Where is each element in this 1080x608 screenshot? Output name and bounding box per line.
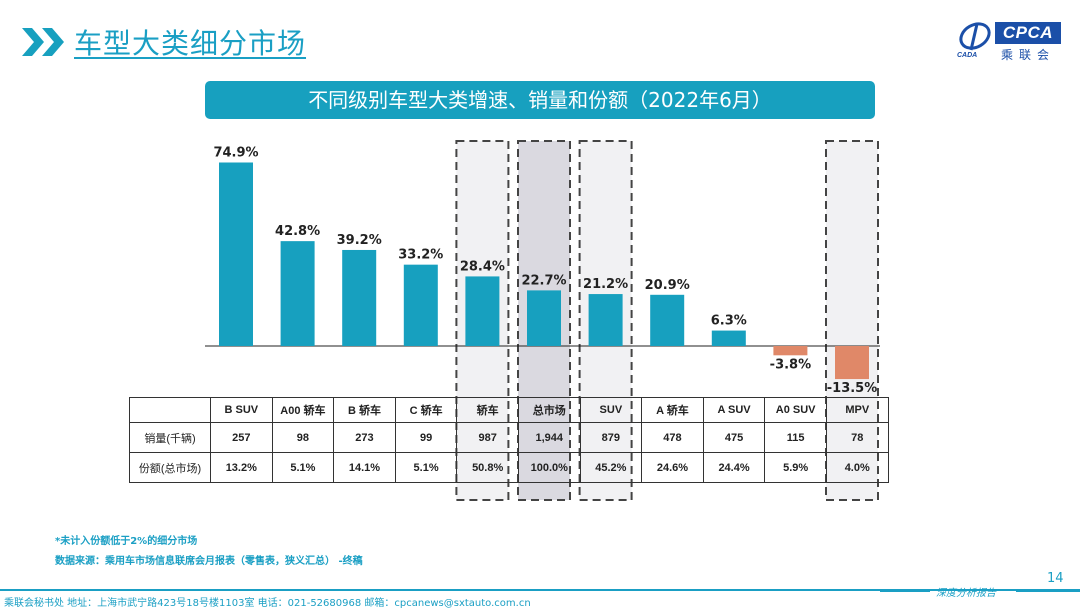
table-cell: 13.2% — [210, 452, 273, 483]
data-source-note: 数据来源：乘用车市场信息联席会月报表（零售表，狭义汇总） -终稿 — [55, 556, 363, 567]
table-cell: 78 — [825, 422, 889, 453]
table-cell: 5.1% — [271, 452, 335, 483]
bar — [465, 276, 500, 346]
logo-emblem-icon — [959, 22, 991, 51]
report-label: 深度分析报告 — [936, 588, 996, 599]
table-cell: 1,944 — [517, 422, 581, 453]
footnote: *未计入份额低于2%的细分市场 — [55, 536, 198, 547]
data-label: 74.9% — [213, 145, 258, 160]
table-header-cell: A00 轿车 — [271, 397, 335, 423]
report-line-right — [1016, 591, 1080, 592]
table-cell: 115 — [764, 422, 827, 453]
data-label: -13.5% — [827, 381, 878, 396]
table-cell: 475 — [702, 422, 766, 453]
data-label: -3.8% — [770, 357, 811, 372]
page-number: 14 — [1047, 571, 1064, 586]
table-cell: 98 — [271, 422, 335, 453]
table-cell: 4.0% — [825, 452, 889, 483]
table-cell: 14.1% — [333, 452, 396, 483]
table-cell: 5.9% — [764, 452, 827, 483]
table-row: 销量(千辆) 257 98 273 99 987 1,944 879 478 475 115 78 — [129, 422, 889, 453]
bar — [650, 294, 685, 346]
table-cell: 24.4% — [702, 452, 766, 483]
table-cell: 100.0% — [517, 452, 581, 483]
table-header-cell — [129, 397, 211, 423]
logo-emblem-text: CADA — [957, 52, 978, 59]
cpca-logo: CADA CPCA 乘联会 — [955, 20, 1065, 64]
table-header-cell: A0 SUV — [764, 397, 827, 423]
row-label: 份额(总市场) — [129, 452, 211, 483]
data-label: 6.3% — [711, 314, 747, 329]
table-cell: 478 — [641, 422, 704, 453]
row-label: 销量(千辆) — [129, 422, 211, 453]
table-cell: 24.6% — [641, 452, 704, 483]
bar — [711, 330, 746, 346]
data-label: 22.7% — [521, 273, 566, 288]
bar — [588, 294, 623, 346]
table-header-cell: 轿车 — [456, 397, 519, 423]
data-label: 42.8% — [275, 224, 320, 239]
table-header-row: B SUV A00 轿车 B 轿车 C 轿车 轿车 总市场 SUV A 轿车 A SUV A0 S… — [129, 397, 889, 423]
double-chevron-icon — [22, 28, 64, 56]
table-header-cell: MPV — [825, 397, 889, 423]
bar — [280, 241, 315, 346]
data-label: 33.2% — [398, 248, 443, 263]
table-cell: 257 — [210, 422, 273, 453]
logo-subtitle: 乘联会 — [1001, 48, 1056, 62]
footer-divider — [0, 589, 1080, 591]
bar — [835, 346, 869, 380]
page-title: 车型大类细分市场 — [74, 27, 307, 60]
header: 车型大类细分市场 — [22, 22, 306, 62]
data-label: 20.9% — [645, 278, 690, 293]
table-header-cell: B SUV — [210, 397, 273, 423]
data-label: 21.2% — [583, 277, 628, 292]
bar — [219, 162, 253, 346]
footer-contact: 乘联会秘书处 地址：上海市武宁路423号18号楼1103室 电话：021-526… — [4, 598, 531, 608]
table-cell: 50.8% — [456, 452, 519, 483]
data-label: 39.2% — [337, 233, 382, 248]
table-cell: 987 — [456, 422, 519, 453]
data-label: 28.4% — [460, 259, 505, 274]
table-header-cell: A 轿车 — [641, 397, 704, 423]
table-header-cell: C 轿车 — [394, 397, 458, 423]
table-cell: 879 — [579, 422, 643, 453]
table-cell: 273 — [333, 422, 396, 453]
report-line-left — [880, 591, 930, 592]
logo-brand: CPCA — [995, 22, 1061, 44]
chart-title-banner: 不同级别车型大类增速、销量和份额（2022年6月） — [205, 81, 875, 119]
table-header-cell: SUV — [579, 397, 643, 423]
data-table: B SUV A00 轿车 B 轿车 C 轿车 轿车 总市场 SUV A 轿车 A SUV A0 S… — [129, 397, 889, 483]
bar — [773, 346, 808, 356]
table-row: 份额(总市场) 13.2% 5.1% 14.1% 5.1% 50.8% 100.0% 45.2… — [129, 452, 889, 483]
bar — [342, 249, 377, 346]
bar — [527, 290, 561, 346]
table-header-cell: A SUV — [702, 397, 766, 423]
table-cell: 5.1% — [394, 452, 458, 483]
bar — [403, 264, 438, 346]
table-cell: 99 — [394, 422, 458, 453]
table-cell: 45.2% — [579, 452, 643, 483]
table-header-cell: B 轿车 — [333, 397, 396, 423]
table-header-cell: 总市场 — [517, 397, 581, 423]
